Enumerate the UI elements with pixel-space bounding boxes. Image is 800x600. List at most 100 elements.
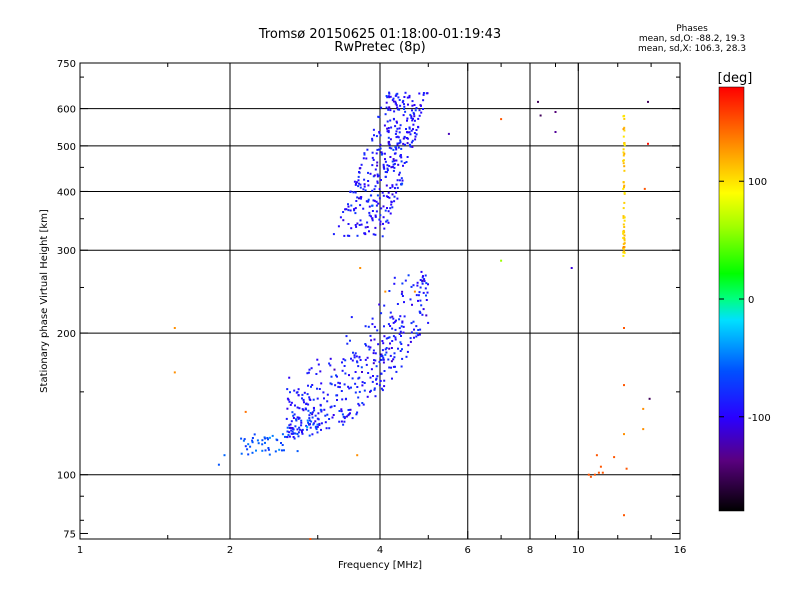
echo-point	[409, 133, 412, 136]
echo-point	[379, 214, 382, 217]
echo-point	[305, 424, 308, 427]
echo-point	[388, 91, 391, 94]
echo-point	[400, 156, 403, 159]
echo-point	[423, 278, 426, 281]
echo-point	[393, 276, 396, 279]
echo-point	[374, 185, 377, 188]
echo-point	[376, 164, 379, 167]
echo-point	[352, 191, 355, 194]
echo-point	[393, 200, 396, 203]
echo-point	[387, 108, 390, 111]
echo-point	[297, 431, 300, 434]
echo-point	[308, 419, 311, 422]
echo-point	[364, 358, 367, 361]
echo-point	[316, 431, 319, 434]
echo-point	[353, 180, 356, 183]
echo-point	[395, 94, 398, 97]
echo-point	[386, 219, 389, 222]
echo-point	[308, 423, 311, 426]
echo-point	[300, 424, 303, 427]
echo-point	[312, 406, 315, 409]
echo-point	[375, 135, 378, 138]
echo-point	[324, 421, 327, 424]
echo-point	[326, 393, 329, 396]
echo-point	[268, 436, 271, 439]
echo-point	[361, 384, 364, 387]
echo-point	[399, 139, 402, 142]
echo-point	[369, 346, 372, 349]
echo-point	[422, 291, 425, 294]
echo-point	[648, 397, 651, 400]
echo-point	[391, 377, 393, 380]
echo-point	[385, 101, 388, 104]
echo-point	[396, 179, 399, 182]
echo-point	[401, 101, 404, 104]
echo-point	[382, 205, 385, 208]
echo-point	[395, 370, 398, 373]
echo-point	[375, 365, 378, 368]
echo-point	[406, 142, 409, 145]
echo-point	[374, 352, 377, 355]
echo-point	[356, 196, 359, 199]
echo-point	[376, 180, 379, 183]
echo-point	[623, 234, 626, 237]
echo-point	[418, 92, 421, 95]
echo-point	[296, 416, 299, 419]
echo-point	[335, 394, 338, 397]
chart-title-line-1: Tromsø 20150625 01:18:00-01:19:43	[258, 27, 502, 42]
echo-point	[314, 414, 317, 417]
echo-point	[371, 151, 374, 154]
echo-point	[410, 117, 413, 119]
echo-point	[368, 205, 371, 208]
echo-point	[322, 391, 325, 394]
echo-point	[387, 323, 390, 326]
echo-point	[371, 137, 374, 140]
echo-point	[368, 214, 371, 217]
echo-point	[385, 220, 388, 223]
echo-point	[276, 439, 279, 442]
echo-point	[358, 404, 361, 407]
echo-point	[347, 203, 349, 206]
echo-point	[422, 92, 425, 94]
echo-point	[403, 96, 406, 98]
echo-point	[359, 204, 362, 207]
echo-point	[307, 371, 310, 374]
echo-point	[330, 405, 333, 408]
echo-point	[409, 340, 412, 343]
echo-point	[382, 194, 385, 197]
echo-point	[386, 120, 389, 123]
echo-point	[369, 376, 372, 379]
echo-point	[352, 351, 354, 354]
echo-point	[357, 179, 360, 182]
echo-point	[366, 200, 369, 203]
echo-point	[401, 320, 404, 323]
echo-point	[330, 375, 333, 378]
echo-point	[601, 471, 604, 474]
echo-point	[318, 422, 321, 425]
echo-point	[395, 120, 398, 123]
echo-point	[418, 114, 421, 117]
echo-point	[622, 251, 625, 254]
echo-point	[400, 293, 403, 295]
echo-point	[301, 393, 304, 396]
echo-point	[344, 208, 347, 211]
echo-point	[367, 198, 370, 201]
echo-point	[408, 94, 411, 97]
echo-point	[344, 398, 347, 401]
echo-point	[356, 411, 359, 414]
echo-point	[378, 174, 381, 177]
echo-point	[387, 95, 390, 98]
echo-point	[391, 160, 394, 163]
echo-point	[422, 93, 425, 96]
echo-point	[622, 247, 625, 250]
echo-point	[398, 173, 401, 176]
echo-point	[347, 223, 350, 225]
echo-point	[360, 196, 363, 199]
echo-point	[383, 152, 386, 155]
echo-point	[401, 321, 404, 324]
echo-point	[313, 409, 316, 412]
echo-point	[402, 142, 405, 145]
echo-point	[388, 336, 391, 339]
echo-point	[379, 147, 382, 150]
echo-point	[622, 216, 625, 219]
